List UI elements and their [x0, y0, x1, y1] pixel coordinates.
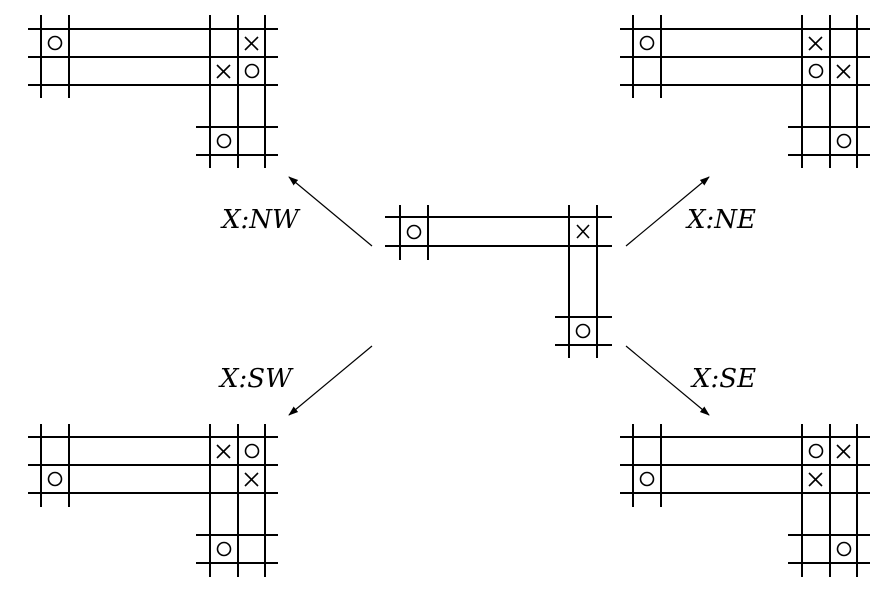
o-mark [216, 541, 232, 557]
o-mark [575, 323, 591, 339]
o-mark [47, 35, 63, 51]
label-sw: X:SW [218, 364, 294, 394]
o-mark [244, 443, 260, 459]
o-mark [216, 133, 232, 149]
o-mark [406, 224, 422, 240]
nw-board [28, 15, 278, 168]
label-ne: X:NE [685, 205, 756, 235]
o-mark [639, 35, 655, 51]
arrow-se [625, 345, 710, 416]
x-mark [836, 64, 851, 79]
label-nw: X:NW [220, 205, 301, 235]
ne-board [620, 15, 870, 168]
o-mark [808, 63, 824, 79]
x-mark [244, 36, 259, 51]
o-mark [47, 471, 63, 487]
x-mark [576, 224, 590, 239]
arrow-nw [288, 176, 373, 247]
x-mark [808, 472, 823, 487]
x-mark [216, 444, 231, 459]
x-mark [216, 64, 231, 79]
o-mark [836, 133, 852, 149]
o-mark [244, 63, 260, 79]
o-mark [639, 471, 655, 487]
x-mark [244, 472, 259, 487]
o-mark [836, 541, 852, 557]
sw-board [28, 424, 278, 577]
label-se: X:SE [690, 364, 756, 394]
x-mark [836, 444, 851, 459]
arrow-ne [625, 176, 710, 247]
se-board [620, 424, 870, 577]
arrow-sw [288, 345, 373, 416]
o-mark [808, 443, 824, 459]
x-mark [808, 36, 823, 51]
center-board [385, 205, 612, 358]
